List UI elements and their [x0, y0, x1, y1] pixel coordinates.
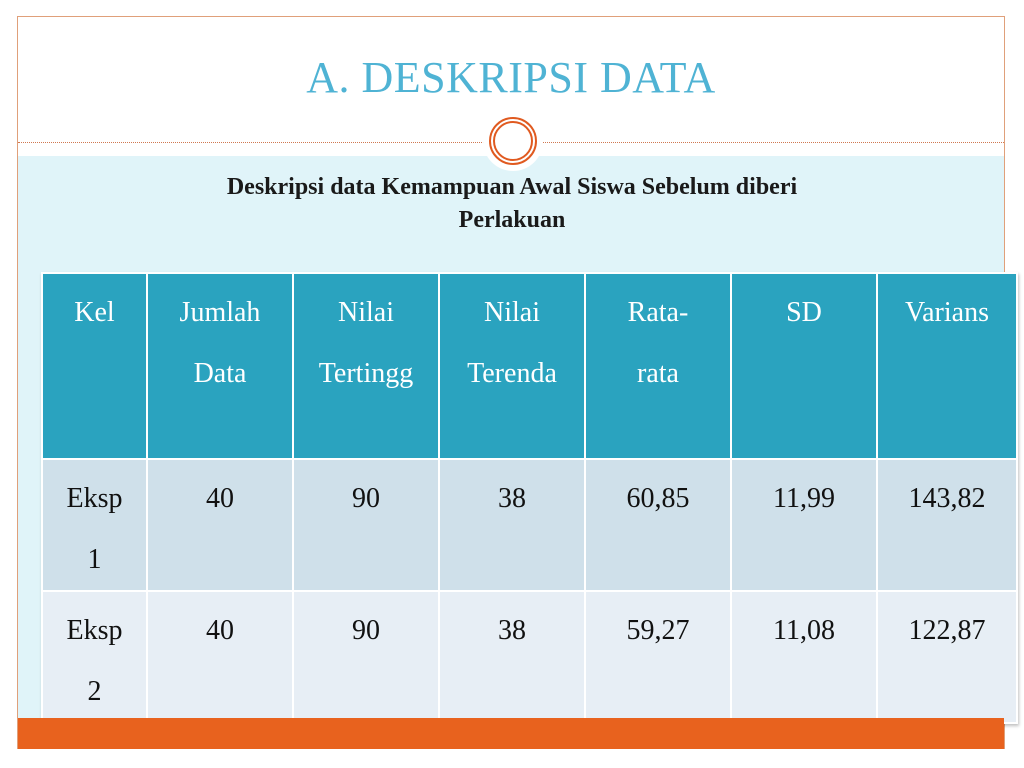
header-sd: SD [730, 272, 878, 460]
cell-kel: Eksp 1 [41, 458, 148, 592]
cell-kel: Eksp 2 [41, 590, 148, 724]
header-nilai-tertinggi: Nilai Tertingg [292, 272, 440, 460]
table-header-row: Kel Jumlah Data Nilai Tertingg Nilai Ter… [41, 272, 1018, 460]
cell-tertinggi: 90 [292, 590, 440, 724]
footer-accent-bar [18, 718, 1004, 749]
table-row: Eksp 1 40 90 38 60,85 11,99 143,82 [41, 458, 1018, 592]
table-caption: Deskripsi data Kemampuan Awal Siswa Sebe… [60, 171, 964, 237]
slide-title: A. DESKRIPSI DATA [306, 53, 716, 102]
cell-terendah: 38 [438, 590, 586, 724]
header-nilai-terendah: Nilai Terenda [438, 272, 586, 460]
data-table: Kel Jumlah Data Nilai Tertingg Nilai Ter… [41, 272, 1018, 724]
caption-line-2: Perlakuan [458, 207, 566, 233]
header-varians: Varians [876, 272, 1018, 460]
cell-tertinggi: 90 [292, 458, 440, 592]
cell-terendah: 38 [438, 458, 586, 592]
caption-line-1: Deskripsi data Kemampuan Awal Siswa Sebe… [226, 174, 798, 200]
table-row: Eksp 2 40 90 38 59,27 11,08 122,87 [41, 590, 1018, 724]
cell-sd: 11,99 [730, 458, 878, 592]
cell-jumlah: 40 [146, 458, 294, 592]
circle-ornament-icon [483, 111, 543, 171]
cell-sd: 11,08 [730, 590, 878, 724]
header-jumlah-data: Jumlah Data [146, 272, 294, 460]
cell-rata-rata: 60,85 [584, 458, 732, 592]
header-kel: Kel [41, 272, 148, 460]
header-rata-rata: Rata- rata [584, 272, 732, 460]
cell-varians: 122,87 [876, 590, 1018, 724]
cell-jumlah: 40 [146, 590, 294, 724]
cell-varians: 143,82 [876, 458, 1018, 592]
cell-rata-rata: 59,27 [584, 590, 732, 724]
